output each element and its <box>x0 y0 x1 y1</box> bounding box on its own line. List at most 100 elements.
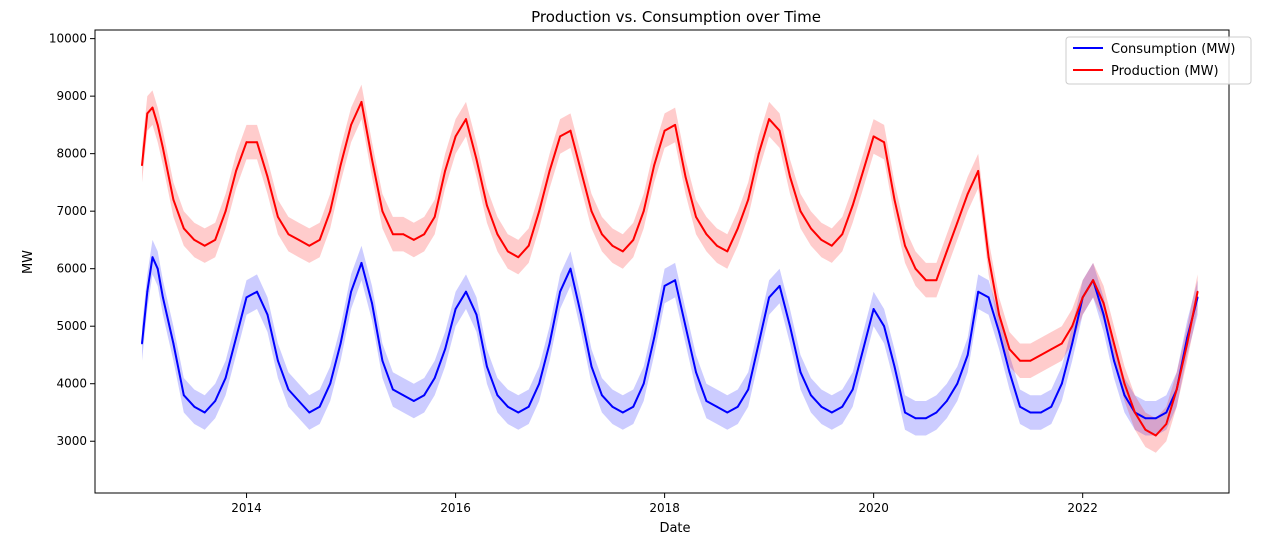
production-point <box>642 210 645 213</box>
production-point <box>736 227 739 230</box>
production-point <box>1113 342 1115 345</box>
consumption-point <box>872 308 875 310</box>
y-axis-title: MW <box>21 250 36 274</box>
consumption-point <box>601 394 603 397</box>
production-point <box>381 210 384 213</box>
confidence-bands <box>142 84 1198 453</box>
production-point <box>580 170 582 172</box>
production-point <box>444 170 446 172</box>
consumption-point <box>883 325 885 328</box>
production-point <box>674 124 676 126</box>
consumption-point <box>193 405 196 408</box>
production-point <box>904 244 906 247</box>
consumption-point <box>810 394 812 397</box>
production-point <box>1081 296 1084 299</box>
production-point <box>1019 359 1021 362</box>
consumption-point <box>266 313 269 316</box>
y-tick-label: 3000 <box>56 434 87 448</box>
production-point <box>632 239 635 241</box>
production-point <box>716 244 718 247</box>
production-point <box>224 210 227 213</box>
production-point <box>172 198 175 201</box>
production-point <box>1040 354 1042 356</box>
consumption-point <box>486 365 488 368</box>
consumption-point <box>1154 417 1157 420</box>
production-point <box>1154 434 1157 437</box>
consumption-point <box>621 411 624 414</box>
series-lines <box>141 100 1199 437</box>
production-point <box>245 141 248 144</box>
production-point <box>925 279 927 282</box>
legend-label-production: Production (MW) <box>1111 64 1219 79</box>
production-point <box>799 210 802 213</box>
production-point <box>256 141 258 144</box>
consumption-point <box>674 279 676 282</box>
production-point <box>496 233 499 236</box>
consumption-point <box>1113 359 1115 362</box>
production-point <box>423 233 426 236</box>
production-point <box>506 250 509 253</box>
production-point <box>339 164 342 167</box>
production-point <box>841 233 844 236</box>
production-point <box>1102 302 1105 305</box>
x-tick-label: 2020 <box>858 501 889 515</box>
consumption-point <box>245 296 248 299</box>
x-tick-label: 2016 <box>440 501 471 515</box>
production-point <box>308 244 311 247</box>
production-point <box>935 279 938 282</box>
consumption-point <box>277 359 279 362</box>
production-point <box>214 239 217 241</box>
production-point <box>433 216 436 218</box>
production-point <box>297 239 300 241</box>
consumption-point <box>371 302 373 305</box>
production-point <box>1060 342 1063 345</box>
consumption-point <box>642 382 645 385</box>
production-point <box>611 244 614 247</box>
consumption-point <box>287 388 290 391</box>
production-point <box>601 233 603 236</box>
consumption-point <box>329 382 332 385</box>
consumption-point <box>1060 382 1063 385</box>
consumption-point <box>768 296 770 299</box>
production-point <box>1008 348 1011 351</box>
production-point <box>350 124 352 126</box>
production-point <box>465 118 467 120</box>
production-point <box>235 170 238 172</box>
production-point <box>527 244 530 247</box>
consumption-point <box>559 290 561 293</box>
production-point <box>1175 388 1178 391</box>
consumption-point <box>548 342 551 345</box>
y-tick-label: 9000 <box>56 89 87 103</box>
production-point <box>757 152 760 155</box>
consumption-point <box>182 394 185 397</box>
consumption-point <box>350 290 352 293</box>
consumption-point <box>1040 411 1042 414</box>
consumption-point <box>308 411 311 414</box>
consumption-line <box>141 256 1199 420</box>
production-point <box>956 221 959 224</box>
consumption-point <box>1165 411 1168 414</box>
production-point <box>182 227 185 230</box>
production-point <box>872 135 875 138</box>
consumption-point <box>632 405 635 408</box>
consumption-point <box>789 325 791 328</box>
consumption-point <box>841 405 844 408</box>
production-point <box>141 164 143 167</box>
production-point <box>621 250 624 253</box>
production-point <box>862 170 865 172</box>
production-point <box>893 198 896 201</box>
consumption-point <box>1008 371 1011 374</box>
consumption-point <box>757 342 760 345</box>
consumption-point <box>820 405 823 408</box>
consumption-point <box>297 400 300 402</box>
production-point <box>914 267 917 270</box>
production-point <box>162 147 164 149</box>
production-point <box>559 135 561 138</box>
production-point <box>1071 325 1074 328</box>
consumption-point <box>778 285 781 287</box>
production-point <box>517 256 520 259</box>
consumption-point <box>214 400 217 402</box>
consumption-point <box>162 296 164 299</box>
legend-label-consumption: Consumption (MW) <box>1111 42 1235 57</box>
